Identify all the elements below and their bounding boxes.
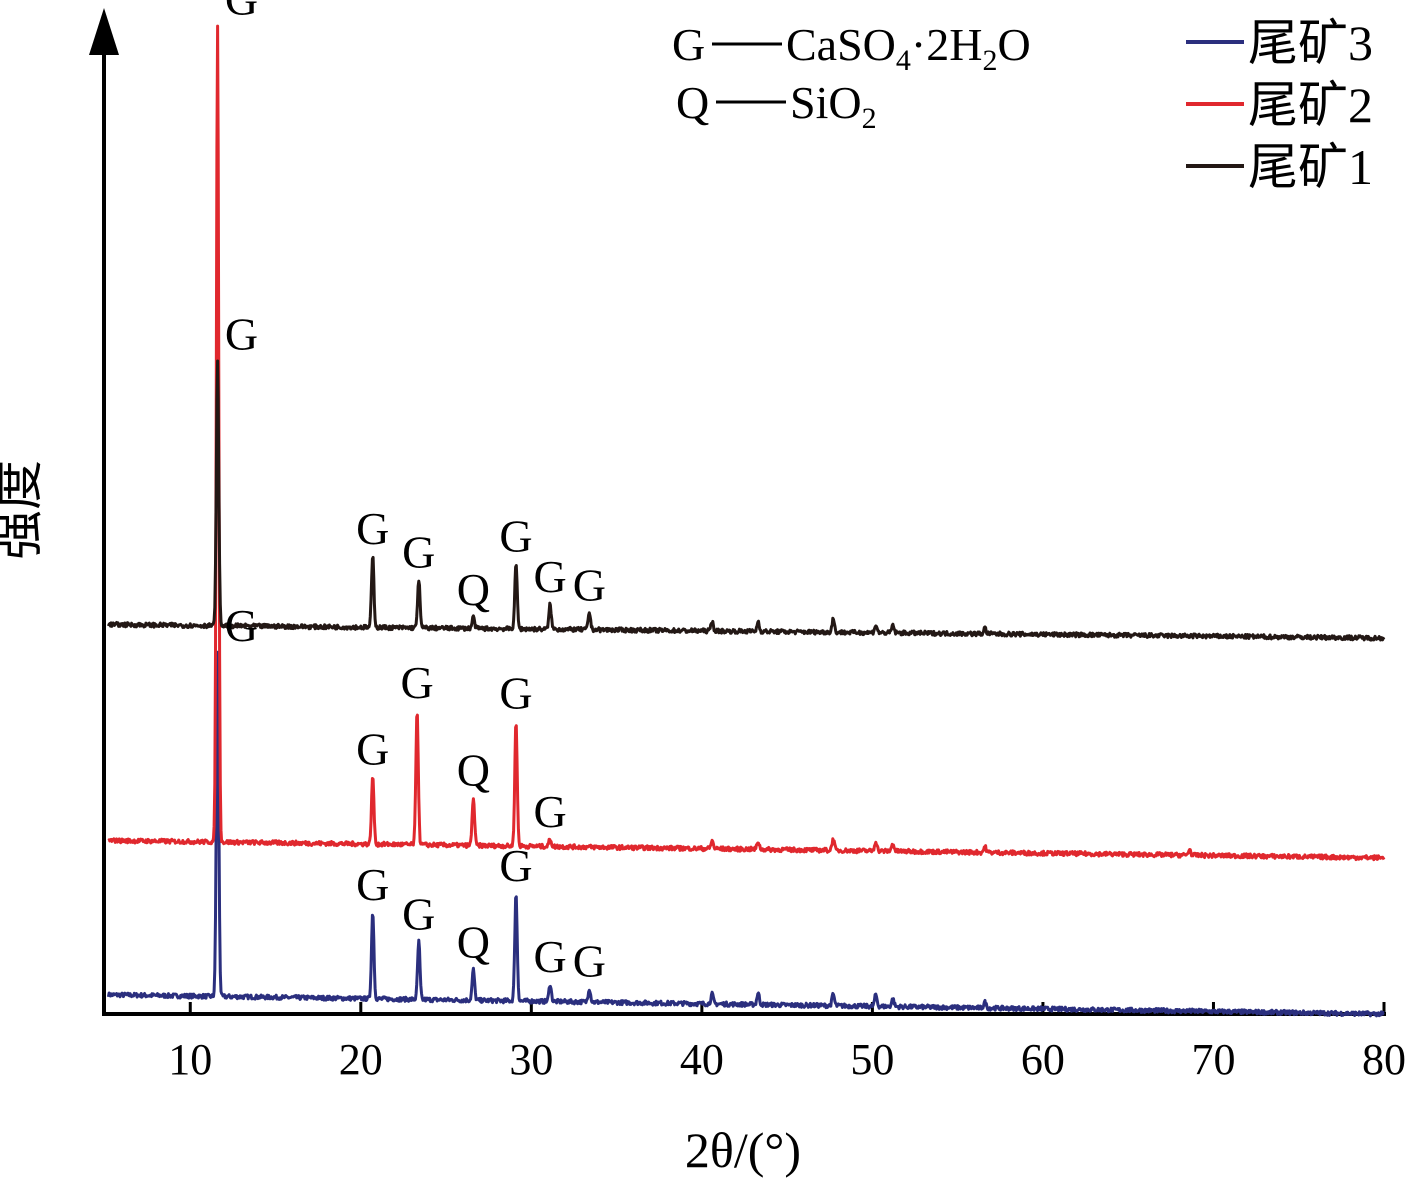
x-axis-label: 2θ/(°) <box>685 1122 801 1178</box>
peak-label-s3-0: G <box>225 309 258 360</box>
series-group <box>106 24 1386 1018</box>
peak-labels: GGGQGGGGGGQGGGGGQGGG <box>225 0 606 987</box>
phase-key: G CaSO4·2H2O Q SiO2 <box>672 19 1031 135</box>
peak-label-s3-5: G <box>533 551 566 602</box>
y-axis-label: 强度 <box>0 460 47 560</box>
peak-label-s2-1: G <box>356 724 389 775</box>
phase-key-g-formula-end: O <box>997 19 1030 70</box>
x-tick-label-20: 20 <box>339 1035 383 1084</box>
peak-label-s3-6: G <box>573 559 606 610</box>
x-tick-label-10: 10 <box>168 1035 212 1084</box>
peak-label-s2-5: G <box>533 786 566 837</box>
peak-label-s3-1: G <box>356 503 389 554</box>
phase-key-q-formula: SiO2 <box>790 77 877 135</box>
peak-label-s1-0: G <box>225 600 258 651</box>
x-ticks: 10 20 30 40 50 60 70 80 <box>168 1002 1406 1084</box>
series-line-2 <box>107 24 1386 862</box>
phase-key-g-formula-mid: ·2H <box>911 19 983 70</box>
legend-label-tailings-2: 尾矿2 <box>1248 77 1373 133</box>
legend-item-tailings-3: 尾矿3 <box>1186 15 1373 71</box>
x-tick-label-40: 40 <box>680 1035 724 1084</box>
phase-key-q-formula-sub: 2 <box>862 102 877 135</box>
peak-label-s1-5: G <box>533 931 566 982</box>
phase-key-g-formula-a: CaSO <box>786 19 896 70</box>
peak-label-s1-6: G <box>573 936 606 987</box>
peak-label-s1-2: G <box>402 889 435 940</box>
peak-label-s2-4: G <box>499 668 532 719</box>
peak-label-s1-4: G <box>499 840 532 891</box>
peak-label-s3-2: G <box>402 527 435 578</box>
phase-key-g-formula: CaSO4·2H2O <box>786 19 1031 77</box>
peak-label-s2-3: Q <box>457 744 490 795</box>
x-tick-label-30: 30 <box>509 1035 553 1084</box>
legend-label-tailings-1: 尾矿1 <box>1248 139 1373 195</box>
phase-key-q-formula-a: SiO <box>790 77 862 128</box>
phase-key-q-symbol: Q <box>676 77 709 128</box>
phase-key-q: Q <box>676 77 709 128</box>
peak-label-s1-3: Q <box>457 916 490 967</box>
peak-label-s2-2: G <box>400 657 433 708</box>
x-tick-label-70: 70 <box>1191 1035 1235 1084</box>
x-tick-label-60: 60 <box>1021 1035 1065 1084</box>
legend-label-tailings-3: 尾矿3 <box>1248 15 1373 71</box>
series-line-3 <box>107 359 1386 642</box>
peak-label-s2-0: G <box>225 0 258 24</box>
series-line-1 <box>106 650 1385 1018</box>
legend-item-tailings-1: 尾矿1 <box>1186 139 1373 195</box>
x-axis-label-text: 2θ/(°) <box>685 1122 801 1178</box>
peak-label-s3-4: G <box>499 510 532 561</box>
peak-label-s3-3: Q <box>457 564 490 615</box>
x-tick-label-50: 50 <box>850 1035 894 1084</box>
axes <box>89 8 1386 1016</box>
legend: 尾矿3 尾矿2 尾矿1 <box>1186 15 1373 195</box>
legend-item-tailings-2: 尾矿2 <box>1186 77 1373 133</box>
peak-label-s1-1: G <box>356 859 389 910</box>
phase-key-g: G <box>672 19 705 70</box>
phase-key-g-formula-sub2: 2 <box>982 44 997 77</box>
phase-key-g-formula-sub1: 4 <box>896 44 911 77</box>
phase-key-g-symbol: G <box>672 19 705 70</box>
x-tick-label-80: 80 <box>1362 1035 1406 1084</box>
y-axis-arrow-icon <box>89 8 119 55</box>
